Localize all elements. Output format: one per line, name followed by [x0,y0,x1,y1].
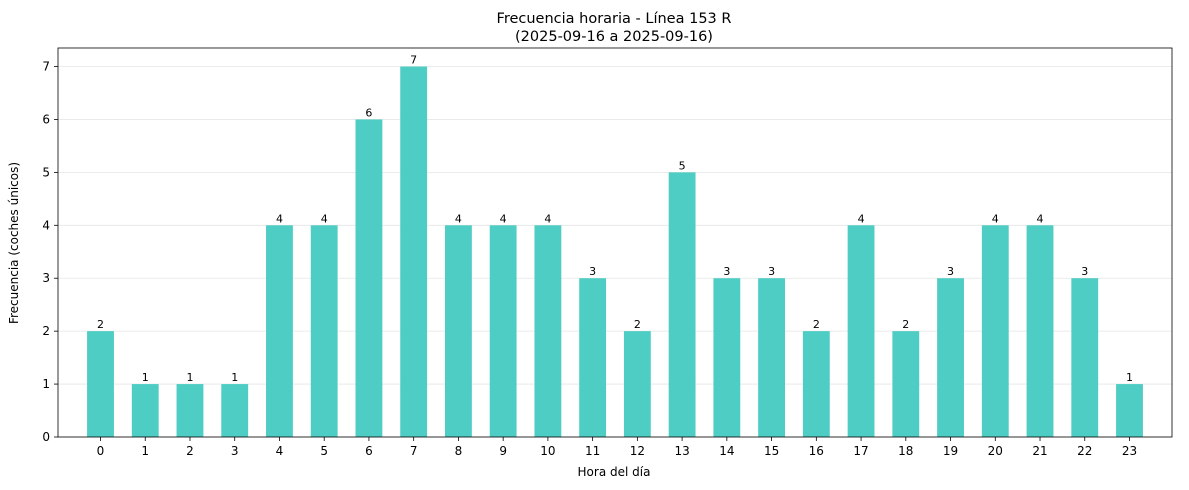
y-tick-label: 4 [42,218,50,232]
bar-value-label: 5 [679,159,686,172]
y-tick-label: 6 [42,112,50,126]
x-tick-label: 19 [943,444,958,458]
bar-value-label: 4 [276,212,283,225]
bar [310,225,338,437]
x-tick-label: 16 [809,444,824,458]
bar [847,225,875,437]
bar-value-label: 3 [1081,265,1088,278]
bar [221,384,249,437]
bar [937,278,964,437]
chart-subtitle: (2025-09-16 a 2025-09-16) [515,29,713,45]
bar-value-label: 2 [634,318,641,331]
bar [802,331,830,437]
bar [668,172,696,437]
x-tick-label: 23 [1122,444,1137,458]
x-tick-label: 7 [410,444,418,458]
bar [1116,384,1143,437]
x-tick-label: 3 [231,444,239,458]
bar [981,225,1009,437]
bar-value-label: 4 [455,212,462,225]
bar [758,278,786,437]
bar [176,384,204,437]
bar-value-label: 4 [544,212,551,225]
x-tick-label: 17 [853,444,868,458]
y-tick-label: 7 [42,60,50,74]
x-tick-label: 1 [141,444,149,458]
bar-value-label: 4 [321,212,328,225]
bar [1071,278,1099,437]
x-tick-label: 2 [186,444,194,458]
chart-title: Frecuencia horaria - Línea 153 R [497,11,732,27]
bar [713,278,741,437]
y-tick-label: 1 [42,377,50,391]
bar-value-label: 1 [1126,371,1133,384]
x-tick-label: 9 [499,444,507,458]
x-tick-label: 21 [1032,444,1047,458]
x-tick-label: 15 [764,444,779,458]
bar-value-label: 2 [813,318,820,331]
bar [266,225,293,437]
bar-value-label: 1 [142,371,149,384]
bar [489,225,517,437]
bar-value-label: 3 [589,265,596,278]
bar-value-label: 4 [858,212,865,225]
bar-value-label: 3 [947,265,954,278]
y-tick-label: 5 [42,165,50,179]
bar-value-label: 4 [1037,212,1044,225]
bar-value-label: 1 [186,371,193,384]
bar [534,225,562,437]
x-tick-label: 20 [988,444,1003,458]
y-tick-label: 2 [42,324,50,338]
bar-value-label: 4 [500,212,507,225]
y-tick-label: 0 [42,430,50,444]
bar [892,331,920,437]
bar-value-label: 4 [992,212,999,225]
plot-frame [57,47,1173,438]
x-tick-label: 13 [674,444,689,458]
y-axis-label: Frecuencia (coches únicos) [7,162,21,324]
bars [87,66,1143,438]
x-tick-label: 8 [455,444,463,458]
data-labels: 2 1 1 1 4 4 6 7 4 4 4 3 2 5 3 3 2 4 2 3 4 4 3 1 [97,54,1133,385]
x-tick-label: 14 [719,444,734,458]
bar [400,66,428,438]
y-tick-label: 3 [42,271,50,285]
bar-value-label: 3 [768,265,775,278]
bar [131,384,159,437]
bar-value-label: 2 [97,318,104,331]
x-axis-ticks: 0 1 2 3 4 5 6 7 8 9 10 11 12 13 14 15 16 17 18 19 20 21 22 23 [97,437,1137,458]
bar-value-label: 2 [902,318,909,331]
x-tick-label: 22 [1077,444,1092,458]
x-tick-label: 4 [276,444,284,458]
x-tick-label: 12 [630,444,645,458]
x-tick-label: 6 [365,444,373,458]
bar-value-label: 7 [410,54,417,67]
x-tick-label: 11 [585,444,600,458]
bar-value-label: 1 [231,371,238,384]
bar [87,331,114,437]
bar-value-label: 6 [365,106,372,119]
x-tick-label: 0 [97,444,105,458]
bar-value-label: 3 [723,265,730,278]
bar [1026,225,1054,437]
x-tick-label: 10 [540,444,555,458]
y-axis-ticks: 0 1 2 3 4 5 6 7 [42,60,58,444]
bar [579,278,607,437]
bar [444,225,472,437]
x-tick-label: 5 [320,444,328,458]
bar [355,119,383,438]
bar [623,331,651,437]
x-tick-label: 18 [898,444,913,458]
x-axis-label: Hora del día [578,465,651,479]
